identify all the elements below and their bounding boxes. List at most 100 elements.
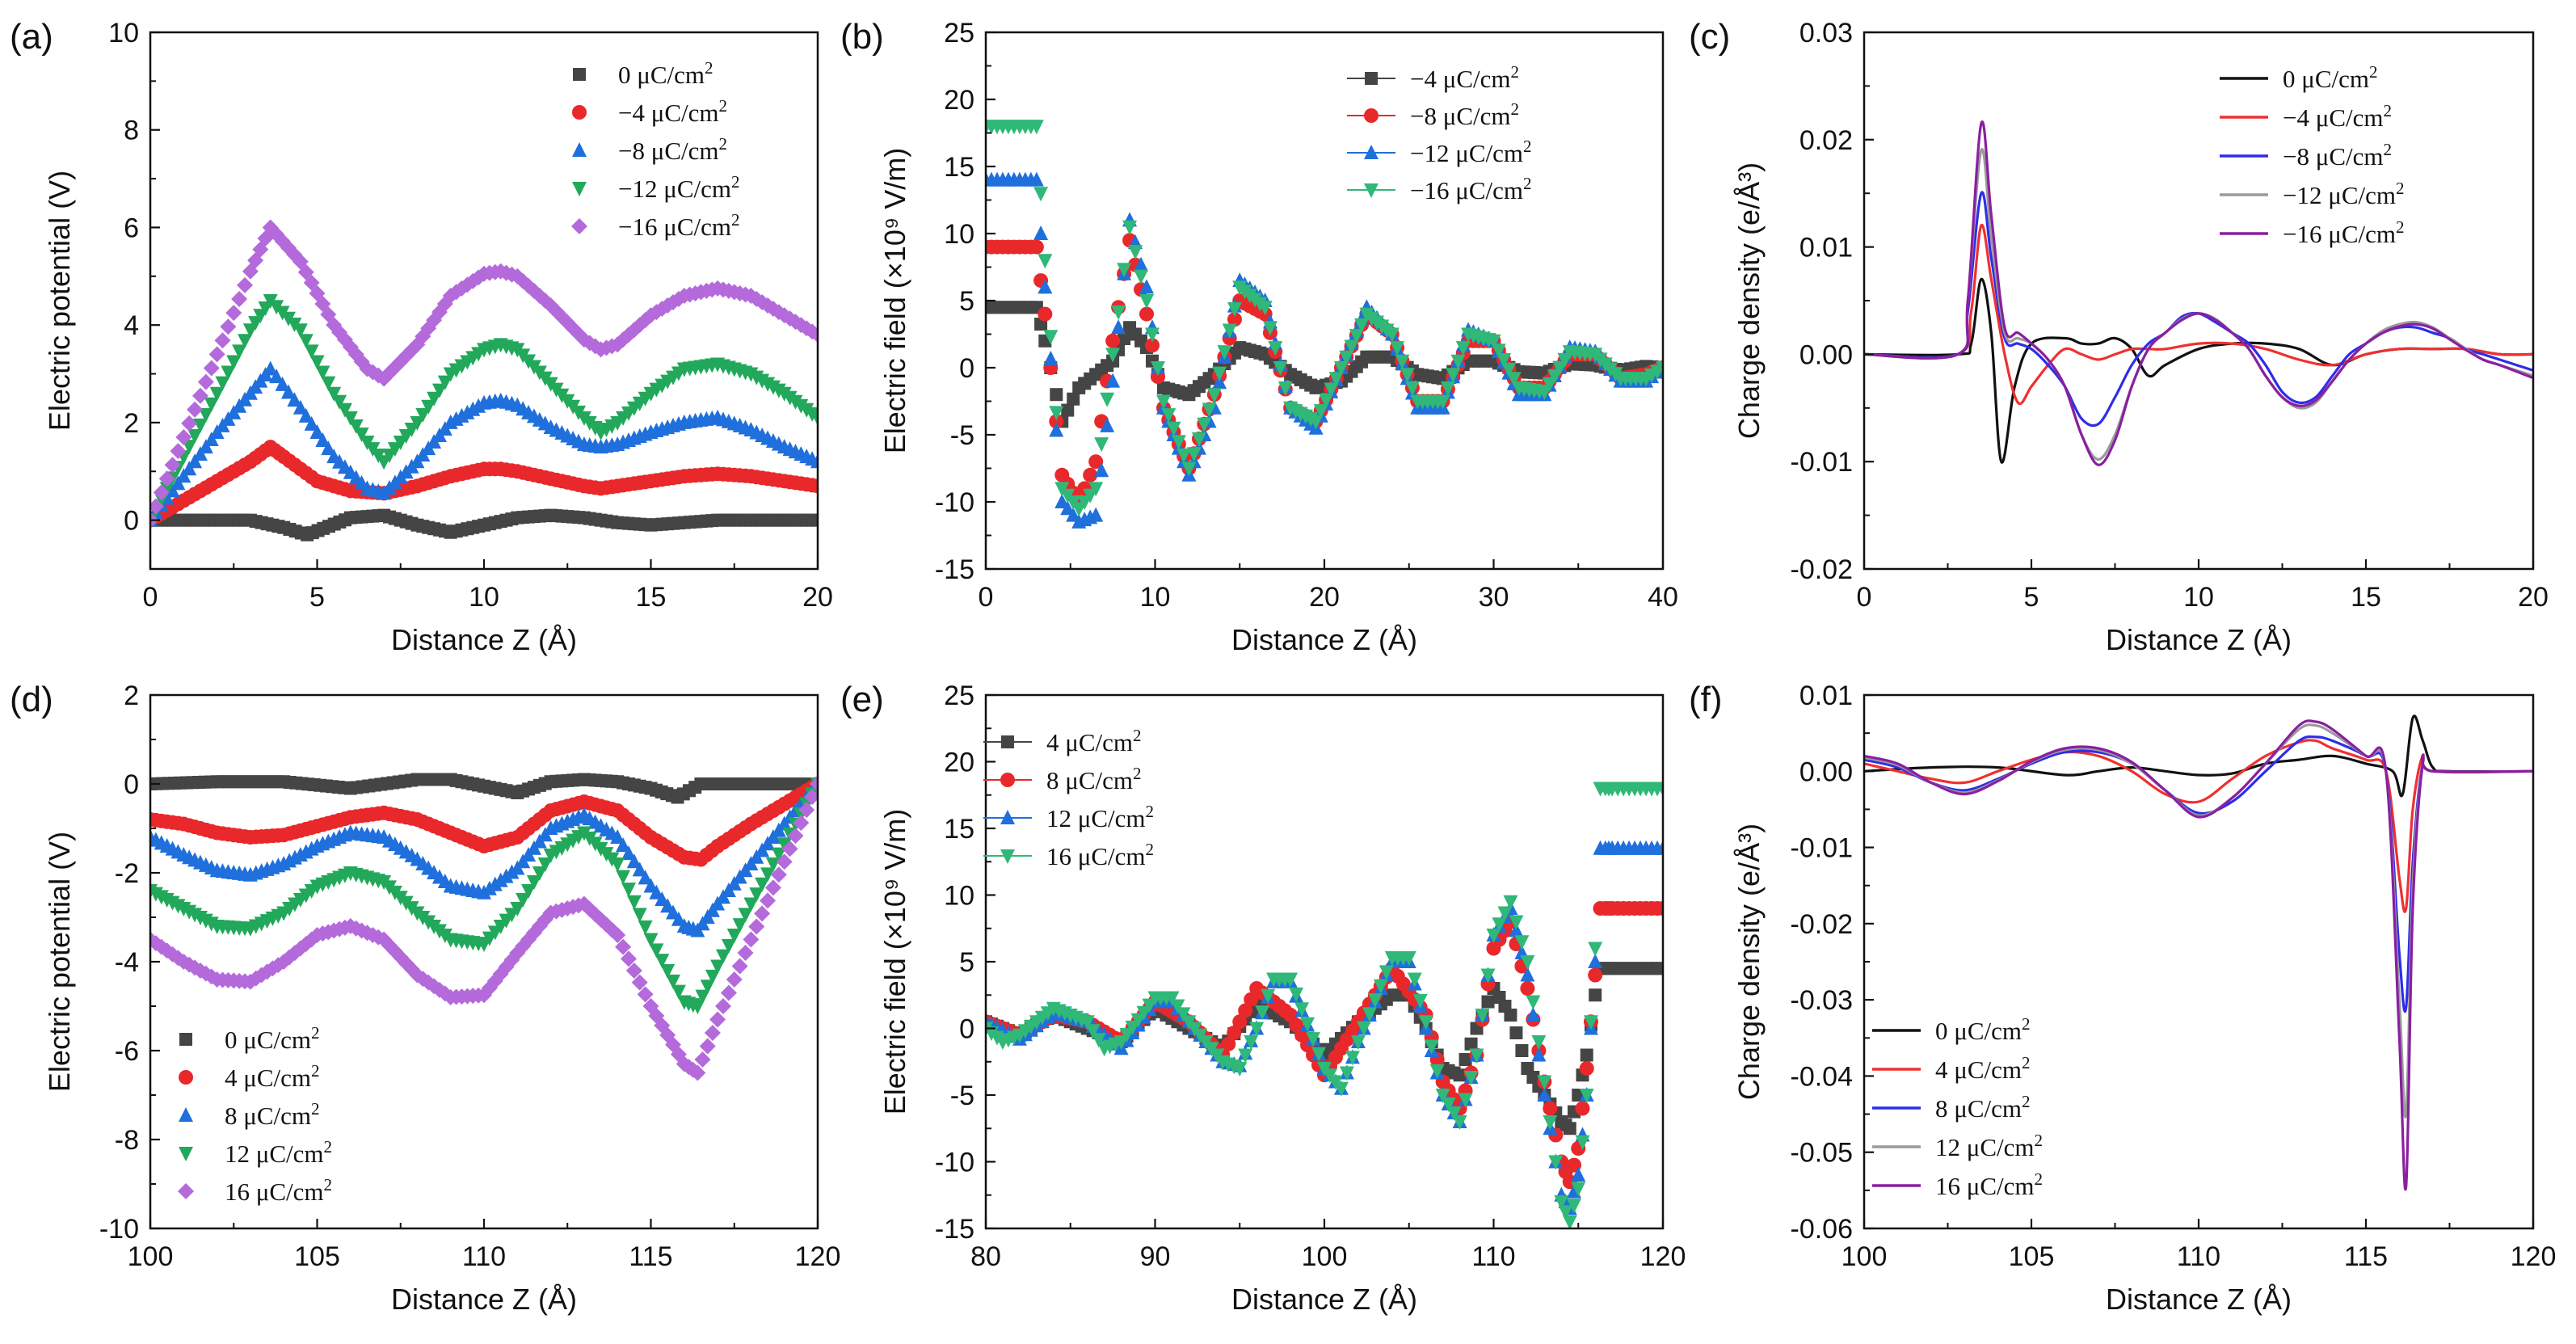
data-point [427,391,442,407]
data-point [1033,187,1049,202]
legend-label: 8 μC/cm2 [1046,764,1142,794]
x-tick-label: 0 [1857,582,1872,613]
data-point [1181,461,1197,477]
y-tick-label: 25 [944,18,974,48]
data-point [1043,330,1059,345]
x-axis-label: Distance Z (Å) [2106,1283,2292,1316]
data-point [1294,1002,1310,1017]
legend-superscript: 2 [324,1137,333,1157]
data-point [572,182,587,196]
chart-panel-f: 100 105 110 115 120 -0.06 -0.05 -0.04 -0.03 -0.02… [1689,680,2556,1316]
data-point [321,376,336,391]
data-point [760,867,776,883]
legend-superscript: 2 [2035,1131,2044,1150]
data-point [781,841,798,857]
data-point [1191,432,1206,447]
data-point [1656,782,1663,797]
series-3 [1864,735,2533,1013]
y-tick-label: 2 [124,408,139,439]
legend-superscript: 2 [1523,174,1532,193]
data-point [237,276,254,293]
data-point [1105,373,1121,388]
data-point [1232,1062,1248,1076]
x-axis-label: Distance Z (Å) [2106,623,2292,656]
x-tick-label: 115 [2344,1241,2388,1272]
data-point [666,974,681,989]
data-point [1543,1101,1558,1116]
y-axis-label: Electric potential (V) [43,832,76,1092]
legend-label: 0 μC/cm2 [225,1023,320,1054]
data-point [649,943,664,958]
data-point [726,929,742,943]
data-point [1501,362,1517,377]
legend-item: 4 μC/cm2 [179,1061,320,1092]
data-point [1206,388,1222,403]
legend-label: −4 μC/cm2 [2283,101,2392,132]
data-point [626,853,642,869]
data-point [198,439,213,454]
data-point [1134,256,1149,272]
data-point [1547,369,1562,384]
data-point [1222,323,1237,339]
data-point [615,938,632,955]
data-point [1520,967,1535,982]
data-point [1257,301,1273,316]
y-tick-label: 10 [944,219,974,250]
data-point [1520,955,1535,970]
legend-superscript: 2 [2384,140,2393,159]
data-point [164,457,181,474]
legend-label: 8 μC/cm2 [225,1099,320,1130]
data-point [1244,992,1259,1007]
x-tick-label: 20 [1309,582,1340,613]
legend-item: 12 μC/cm2 [1872,1131,2043,1161]
data-point [1497,906,1513,921]
x-tick-label: 105 [294,1241,340,1272]
legend-item: 16 μC/cm2 [1872,1169,2043,1200]
data-point [710,959,726,975]
data-point [1249,1022,1265,1037]
legend-superscript: 2 [731,210,740,230]
data-point [1283,972,1299,988]
data-point [187,429,203,444]
data-point [1277,381,1293,396]
panel-label: (a) [10,17,53,57]
legend: 0 μC/cm2 −4 μC/cm2 −8 μC/cm2 −12 μC/cm2 −16 … [571,58,740,241]
data-point [572,105,587,120]
data-point [1197,417,1212,432]
y-tick-label: -2 [115,858,139,889]
x-tick-label: 5 [2024,582,2039,613]
data-point [748,918,765,935]
data-point [197,373,214,390]
legend-item: 0 μC/cm2 [1872,1014,2031,1045]
x-tick-label: 100 [1842,1241,1888,1272]
data-point [309,355,325,370]
data-point [1656,962,1663,975]
y-tick-label: 0.02 [1799,125,1853,156]
data-point [1526,995,1541,1010]
x-tick-label: 110 [2177,1241,2220,1272]
series-line [1864,148,2533,461]
series-line [1864,223,2533,406]
data-point [348,419,364,434]
data-point [638,870,653,885]
legend-item: −4 μC/cm2 [2220,101,2392,132]
data-point [1571,1167,1586,1182]
y-tick-label: 25 [944,680,974,711]
data-point [537,857,553,872]
legend-item: 8 μC/cm2 [983,764,1142,794]
x-tick-label: 0 [979,582,994,613]
data-point [410,415,425,431]
data-point [1119,1027,1134,1043]
y-tick-label: 20 [944,748,974,778]
legend-item: −12 μC/cm2 [2220,179,2405,209]
data-point [1221,1036,1236,1051]
data-point [760,892,777,909]
data-point [755,877,770,892]
data-point [573,68,586,81]
data-point [1435,1089,1450,1103]
series-line [1864,277,2533,464]
data-point [1418,1015,1433,1030]
data-point [793,815,810,832]
data-point [1166,421,1181,436]
data-point [192,446,208,461]
